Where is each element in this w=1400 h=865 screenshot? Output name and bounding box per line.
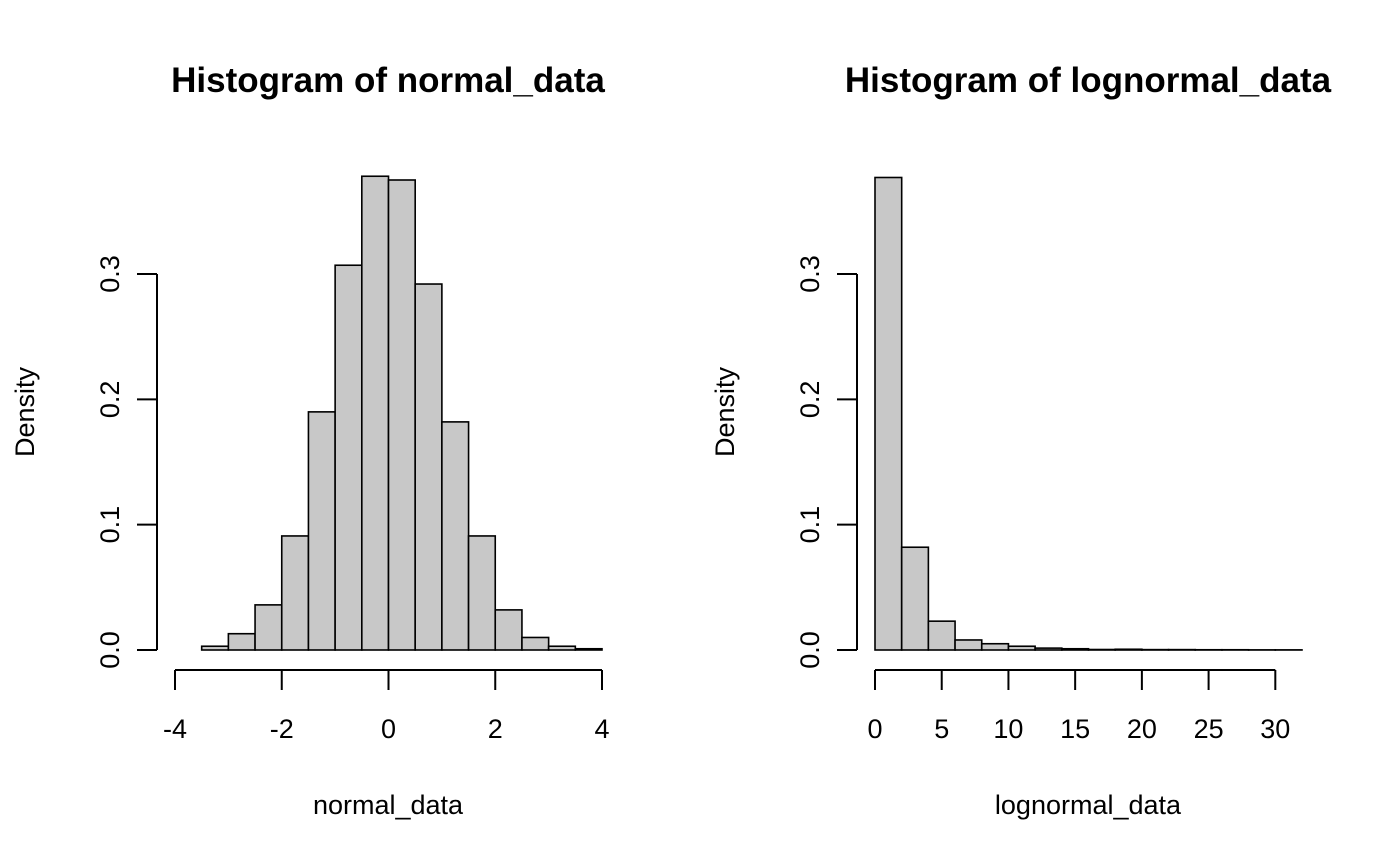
bars-lognormal — [874, 176, 1303, 651]
x-tick-label-lognormal-1: 5 — [934, 714, 949, 744]
histogram-bar-lognormal-4 — [980, 642, 1010, 651]
histogram-bar-lognormal-1 — [900, 546, 930, 651]
bars-normal — [200, 175, 603, 651]
y-tick-label-lognormal-0: 0.0 — [795, 631, 825, 669]
xlabel-lognormal: lognormal_data — [995, 790, 1182, 820]
y-tick-label-lognormal-3: 0.3 — [795, 255, 825, 293]
histogram-bar-normal-0 — [200, 645, 230, 651]
histogram-bar-normal-6 — [361, 175, 390, 651]
x-tick-label-normal-1: -2 — [270, 714, 294, 744]
histogram-bar-normal-5 — [334, 264, 363, 651]
y-tick-label-normal-2: 0.2 — [95, 381, 125, 419]
y-axis-lognormal: 0.0 0.1 0.2 0.3 — [795, 255, 858, 669]
x-axis-lognormal: 0 5 10 15 20 25 30 — [867, 669, 1290, 744]
y-tick-label-normal-3: 0.3 — [95, 255, 125, 293]
x-tick-label-lognormal-5: 25 — [1194, 714, 1224, 744]
x-tick-label-normal-0: -4 — [163, 714, 187, 744]
histogram-bar-normal-14 — [574, 647, 603, 651]
x-tick-label-normal-4: 4 — [594, 714, 609, 744]
histogram-bar-lognormal-0 — [874, 176, 903, 651]
y-tick-label-normal-1: 0.1 — [95, 506, 125, 544]
histogram-bar-normal-10 — [467, 535, 497, 651]
y-axis-normal: 0.0 0.1 0.2 0.3 — [95, 255, 158, 669]
histogram-bar-lognormal-7 — [1061, 647, 1090, 651]
y-tick-label-normal-0: 0.0 — [95, 631, 125, 669]
histogram-bar-lognormal-2 — [927, 620, 956, 651]
histogram-bar-normal-2 — [254, 604, 283, 651]
y-tick-label-lognormal-1: 0.1 — [795, 506, 825, 544]
panel-lognormal: Histogram of lognormal_data Density logn… — [710, 61, 1332, 820]
histogram-bar-normal-1 — [227, 632, 256, 651]
chart-title-normal: Histogram of normal_data — [171, 61, 605, 100]
panel-normal: Histogram of normal_data Density normal_… — [10, 61, 610, 820]
ylabel-normal: Density — [10, 366, 40, 457]
x-tick-label-lognormal-2: 10 — [993, 714, 1023, 744]
histogram-bar-normal-7 — [387, 179, 416, 651]
y-tick-label-lognormal-2: 0.2 — [795, 381, 825, 419]
histogram-bar-normal-4 — [307, 411, 336, 651]
histogram-bar-lognormal-5 — [1007, 645, 1036, 651]
histogram-bar-normal-8 — [414, 283, 443, 651]
x-axis-normal: -4 -2 0 2 4 — [163, 669, 610, 744]
histogram-bar-lognormal-8 — [1087, 648, 1116, 651]
histogram-bar-lognormal-6 — [1034, 647, 1063, 651]
histogram-bar-normal-12 — [521, 636, 550, 651]
x-tick-label-lognormal-4: 20 — [1127, 714, 1157, 744]
x-tick-label-normal-3: 2 — [488, 714, 503, 744]
ylabel-lognormal: Density — [710, 366, 740, 457]
histogram-bar-normal-3 — [280, 535, 310, 651]
histogram-bar-normal-9 — [441, 421, 470, 651]
x-tick-label-lognormal-0: 0 — [867, 714, 882, 744]
histogram-bar-lognormal-3 — [954, 639, 983, 651]
histogram-bar-lognormal-9 — [1114, 648, 1143, 651]
x-tick-label-lognormal-6: 30 — [1260, 714, 1290, 744]
chart-title-lognormal: Histogram of lognormal_data — [845, 61, 1332, 100]
x-tick-label-normal-2: 0 — [381, 714, 396, 744]
histogram-bar-normal-11 — [494, 609, 523, 651]
histogram-bar-normal-13 — [547, 645, 577, 651]
xlabel-normal: normal_data — [313, 790, 464, 820]
x-tick-label-lognormal-3: 15 — [1060, 714, 1090, 744]
